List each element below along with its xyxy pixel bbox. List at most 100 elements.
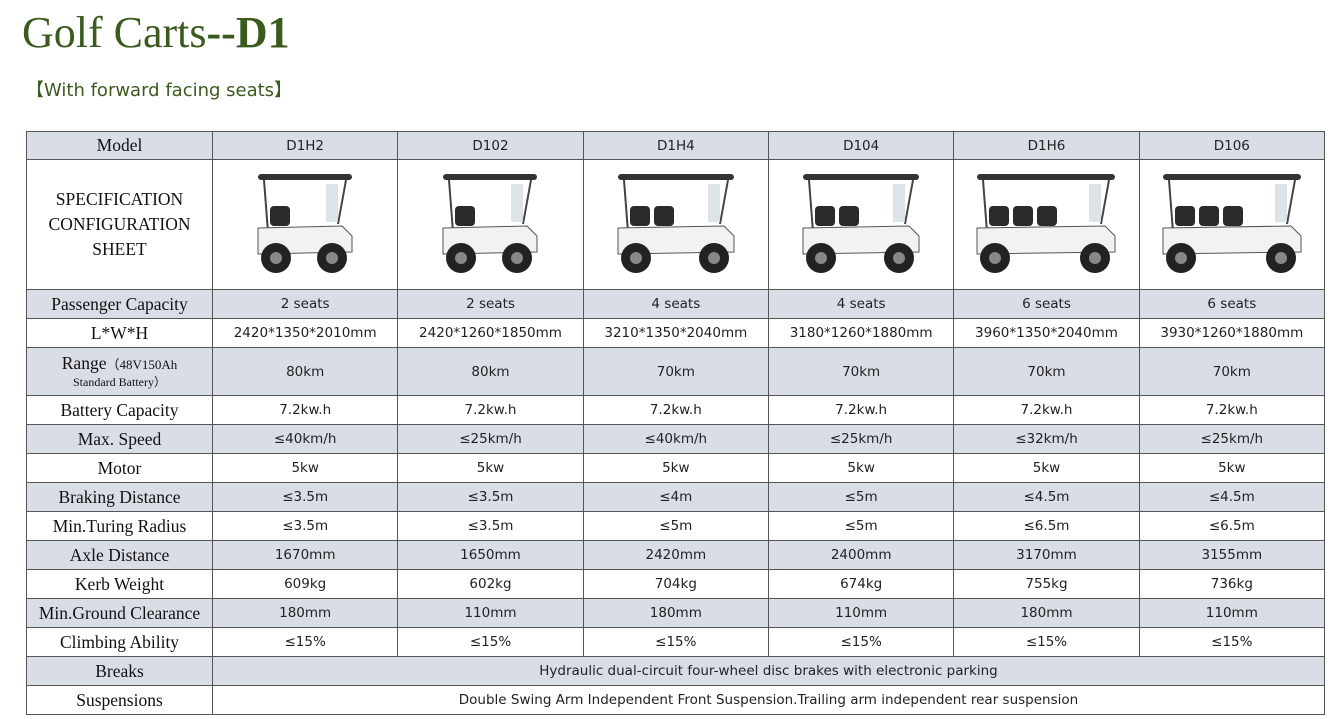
- image-cell: [767, 159, 955, 290]
- cell-value: 4 seats: [767, 289, 955, 319]
- cell-value: ≤40km/h: [211, 424, 399, 454]
- cell-value: 70km: [953, 347, 1140, 396]
- cell-value: ≤15%: [767, 627, 955, 657]
- cell-value: ≤5m: [582, 511, 769, 541]
- table-row: Battery Capacity 7.2kw.h 7.2kw.h 7.2kw.h 7.2…: [26, 395, 1326, 425]
- cell-value: 7.2kw.h: [397, 395, 584, 425]
- cell-value: 110mm: [397, 598, 584, 628]
- cell-value: 609kg: [211, 569, 399, 599]
- cell-value: ≤5m: [767, 511, 955, 541]
- model-name: D106: [1138, 131, 1326, 160]
- row-label-text: Braking Distance: [58, 486, 181, 507]
- image-cell: [211, 159, 399, 290]
- cell-value: 110mm: [1138, 598, 1326, 628]
- cell-value: ≤4.5m: [1138, 482, 1326, 512]
- cell-value: Double Swing Arm Independent Front Suspe…: [212, 685, 1325, 715]
- cell-value: 5kw: [767, 453, 955, 483]
- cart-image: [617, 173, 735, 273]
- table-row: Passenger Capacity 2 seats 2 seats 4 seats 4…: [26, 289, 1326, 319]
- cell-value: 2420*1260*1850mm: [397, 318, 584, 348]
- image-cell: [397, 159, 584, 290]
- row-label: Motor: [26, 453, 213, 483]
- table-row: Min.Ground Clearance 180mm 110mm 180mm 110mm…: [26, 598, 1326, 628]
- row-label: Kerb Weight: [26, 569, 213, 599]
- cell-value: 180mm: [953, 598, 1140, 628]
- cell-value: 7.2kw.h: [211, 395, 399, 425]
- row-label-note: （48V150Ah: [106, 357, 178, 372]
- cell-value: 180mm: [582, 598, 769, 628]
- cell-value: 5kw: [211, 453, 399, 483]
- table-row: Motor 5kw 5kw 5kw 5kw 5kw 5kw: [26, 453, 1326, 483]
- cell-value: ≤25km/h: [397, 424, 584, 454]
- cell-value: ≤3.5m: [211, 482, 399, 512]
- table-row: Kerb Weight 609kg 602kg 704kg 674kg 755kg 736k…: [26, 569, 1326, 599]
- cell-value: 80km: [211, 347, 399, 396]
- cell-value: 5kw: [953, 453, 1140, 483]
- title-model: --D1: [206, 8, 290, 57]
- spec-label: SPECIFICATION CONFIGURATION SHEET: [26, 159, 213, 290]
- cell-value: 70km: [767, 347, 955, 396]
- row-label: Breaks: [26, 656, 213, 686]
- cell-value: 2400mm: [767, 540, 955, 570]
- cell-value: 110mm: [767, 598, 955, 628]
- image-cell: [582, 159, 769, 290]
- cell-value: ≤6.5m: [1138, 511, 1326, 541]
- row-label-text: Battery Capacity: [60, 399, 179, 420]
- model-name: D102: [397, 131, 584, 160]
- table-body: Model D1H2 D102 D1H4 D104 D1H6 D106 SPECIFICATI…: [26, 131, 1326, 715]
- image-cell: [953, 159, 1140, 290]
- row-label-note: Standard Battery）: [73, 375, 166, 389]
- model-name: D1H2: [211, 131, 399, 160]
- cell-value: 7.2kw.h: [582, 395, 769, 425]
- cell-value: 1670mm: [211, 540, 399, 570]
- cell-value: 7.2kw.h: [1138, 395, 1326, 425]
- row-label: Min.Turing Radius: [26, 511, 213, 541]
- cell-value: 2 seats: [211, 289, 399, 319]
- cell-value: ≤4m: [582, 482, 769, 512]
- cell-value: 180mm: [211, 598, 399, 628]
- cell-value: 1650mm: [397, 540, 584, 570]
- cell-value: 5kw: [1138, 453, 1326, 483]
- cell-value: 4 seats: [582, 289, 769, 319]
- cell-value: 7.2kw.h: [953, 395, 1140, 425]
- cell-value: ≤3.5m: [397, 482, 584, 512]
- image-cell: [1138, 159, 1326, 290]
- cell-value: 6 seats: [953, 289, 1140, 319]
- cell-value: 3930*1260*1880mm: [1138, 318, 1326, 348]
- row-label-text: Passenger Capacity: [51, 293, 188, 314]
- model-name: D104: [767, 131, 955, 160]
- cell-value: 7.2kw.h: [767, 395, 955, 425]
- cell-value: 704kg: [582, 569, 769, 599]
- cell-value: ≤15%: [582, 627, 769, 657]
- cell-value: 3170mm: [953, 540, 1140, 570]
- row-label-text: Min.Turing Radius: [52, 515, 187, 536]
- cell-value: Hydraulic dual-circuit four-wheel disc b…: [212, 656, 1325, 686]
- cell-value: 2 seats: [397, 289, 584, 319]
- cart-image: [976, 173, 1116, 273]
- cell-value: ≤25km/h: [767, 424, 955, 454]
- cell-value: ≤3.5m: [211, 511, 399, 541]
- cell-value: ≤4.5m: [953, 482, 1140, 512]
- cell-value: 80km: [397, 347, 584, 396]
- table-row: Model D1H2 D102 D1H4 D104 D1H6 D106: [26, 131, 1326, 160]
- row-label: L*W*H: [26, 318, 213, 348]
- cell-value: ≤15%: [211, 627, 399, 657]
- cell-value: ≤25km/h: [1138, 424, 1326, 454]
- row-label-text: Axle Distance: [69, 544, 170, 565]
- cell-value: 3180*1260*1880mm: [767, 318, 955, 348]
- cell-value: 674kg: [767, 569, 955, 599]
- cell-value: 70km: [582, 347, 769, 396]
- table-row: Max. Speed ≤40km/h ≤25km/h ≤40km/h ≤25km/h ≤3…: [26, 424, 1326, 454]
- cell-value: ≤32km/h: [953, 424, 1140, 454]
- row-label: Max. Speed: [26, 424, 213, 454]
- row-label-text: Climbing Ability: [59, 631, 180, 652]
- row-label: Passenger Capacity: [26, 289, 213, 319]
- model-name: D1H6: [953, 131, 1140, 160]
- cart-image: [257, 173, 353, 273]
- row-label: Axle Distance: [26, 540, 213, 570]
- row-label-text: L*W*H: [90, 322, 149, 343]
- table-row: Braking Distance ≤3.5m ≤3.5m ≤4m ≤5m ≤4.5m ≤4.…: [26, 482, 1326, 512]
- row-label: Suspensions: [26, 685, 213, 715]
- cell-value: 3960*1350*2040mm: [953, 318, 1140, 348]
